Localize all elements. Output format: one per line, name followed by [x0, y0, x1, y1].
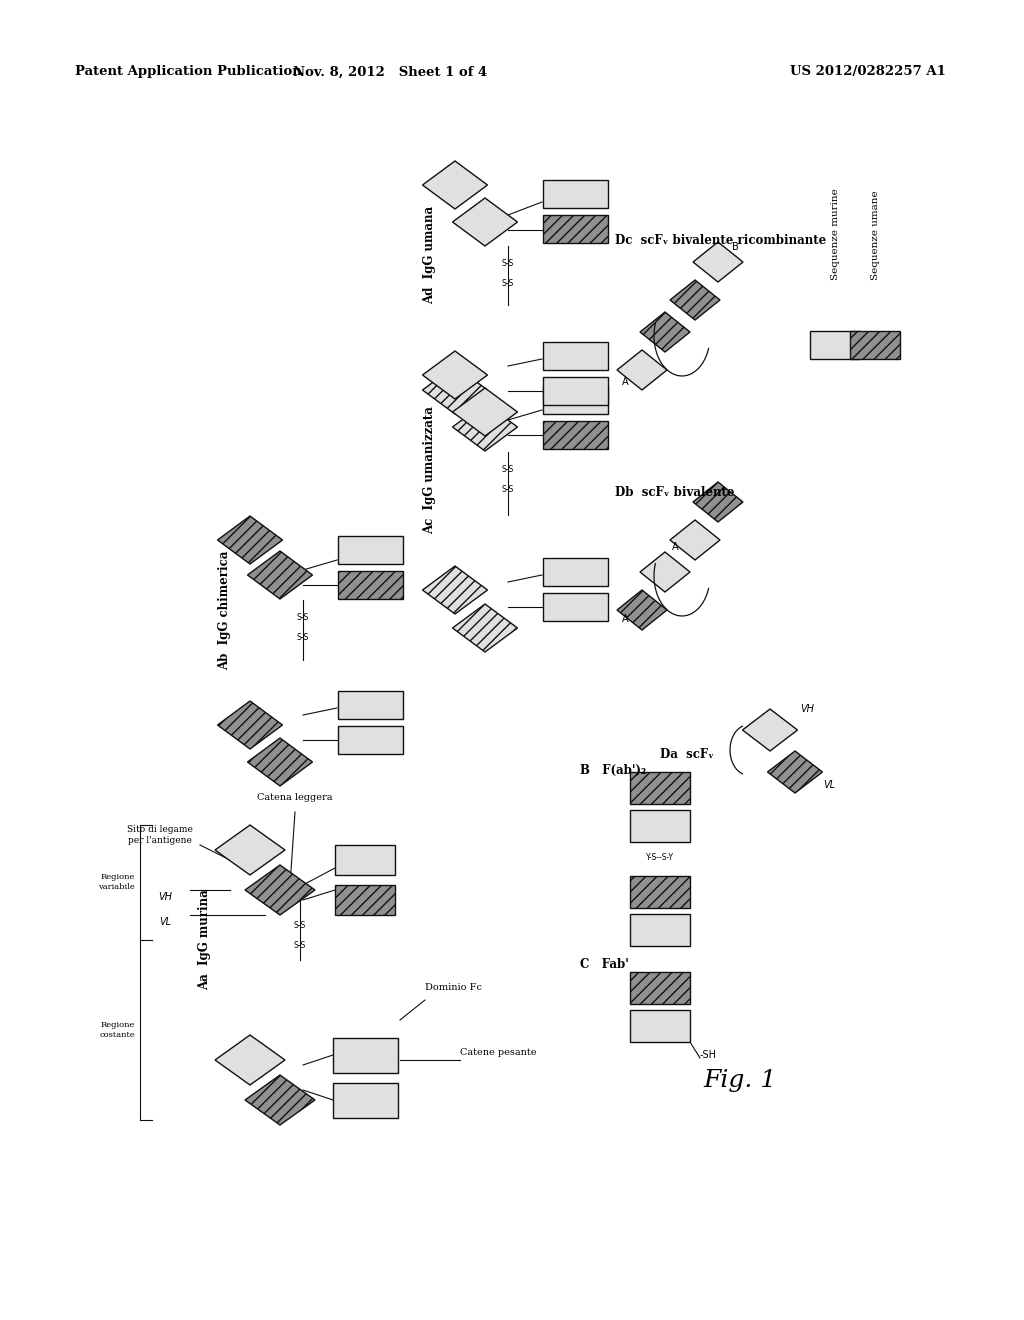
- Text: Aa  IgG murina: Aa IgG murina: [199, 890, 212, 990]
- Polygon shape: [453, 403, 517, 451]
- Polygon shape: [630, 972, 690, 1005]
- Text: US 2012/0282257 A1: US 2012/0282257 A1: [790, 66, 946, 78]
- Polygon shape: [617, 590, 667, 630]
- Polygon shape: [543, 342, 607, 370]
- Polygon shape: [850, 331, 900, 359]
- Polygon shape: [693, 482, 743, 521]
- Polygon shape: [423, 351, 487, 399]
- Text: Ac  IgG umanizzata: Ac IgG umanizzata: [424, 407, 436, 533]
- Polygon shape: [693, 242, 743, 282]
- Text: Sequenze murine: Sequenze murine: [830, 189, 840, 280]
- Text: Nov. 8, 2012   Sheet 1 of 4: Nov. 8, 2012 Sheet 1 of 4: [293, 66, 487, 78]
- Polygon shape: [670, 520, 720, 560]
- Polygon shape: [640, 312, 690, 352]
- Text: S-S: S-S: [502, 279, 514, 288]
- Text: B   F(ab')₂: B F(ab')₂: [580, 763, 646, 776]
- Polygon shape: [338, 726, 402, 754]
- Polygon shape: [640, 552, 690, 591]
- Text: VH: VH: [800, 704, 814, 714]
- Polygon shape: [543, 421, 607, 449]
- Text: S-S: S-S: [294, 920, 306, 929]
- Polygon shape: [630, 772, 690, 804]
- Polygon shape: [333, 1038, 397, 1072]
- Polygon shape: [630, 1010, 690, 1041]
- Text: S-S: S-S: [502, 465, 514, 474]
- Text: Y-S--S-Y: Y-S--S-Y: [646, 853, 674, 862]
- Text: Fig. 1: Fig. 1: [703, 1068, 776, 1092]
- Polygon shape: [333, 1082, 397, 1118]
- Text: S-S: S-S: [297, 634, 309, 642]
- Polygon shape: [543, 558, 607, 586]
- Text: Db  scFᵥ bivalente: Db scFᵥ bivalente: [615, 486, 734, 499]
- Text: Regione
variabile: Regione variabile: [98, 874, 135, 891]
- Text: A: A: [622, 378, 629, 387]
- Polygon shape: [248, 738, 312, 785]
- Text: A: A: [622, 614, 629, 624]
- Polygon shape: [215, 1035, 285, 1085]
- Polygon shape: [742, 709, 798, 751]
- Polygon shape: [423, 161, 487, 209]
- Text: Catene pesante: Catene pesante: [460, 1048, 537, 1057]
- Polygon shape: [248, 550, 312, 599]
- Polygon shape: [338, 536, 402, 564]
- Text: Regione
costante: Regione costante: [99, 1022, 135, 1039]
- Text: S-S: S-S: [297, 612, 309, 622]
- Polygon shape: [630, 913, 690, 946]
- Text: Da  scFᵥ: Da scFᵥ: [660, 748, 714, 762]
- Text: C   Fab': C Fab': [580, 958, 629, 972]
- Polygon shape: [543, 593, 607, 620]
- Polygon shape: [335, 845, 395, 875]
- Polygon shape: [617, 350, 667, 389]
- Polygon shape: [335, 884, 395, 915]
- Polygon shape: [423, 366, 487, 414]
- Polygon shape: [543, 180, 607, 209]
- Text: S-S: S-S: [502, 259, 514, 268]
- Polygon shape: [245, 865, 315, 915]
- Polygon shape: [423, 566, 487, 614]
- Polygon shape: [453, 388, 517, 436]
- Text: Ab  IgG chimerica: Ab IgG chimerica: [218, 550, 231, 669]
- Polygon shape: [810, 331, 860, 359]
- Polygon shape: [543, 215, 607, 243]
- Polygon shape: [543, 385, 607, 414]
- Polygon shape: [338, 690, 402, 719]
- Text: VH: VH: [158, 892, 172, 902]
- Polygon shape: [768, 751, 822, 793]
- Text: Dc  scFᵥ bivalente ricombinante: Dc scFᵥ bivalente ricombinante: [615, 234, 826, 247]
- Polygon shape: [245, 1074, 315, 1125]
- Polygon shape: [215, 825, 285, 875]
- Text: S-S: S-S: [502, 484, 514, 494]
- Polygon shape: [338, 572, 402, 599]
- Text: VL: VL: [823, 780, 835, 789]
- Text: Patent Application Publication: Patent Application Publication: [75, 66, 302, 78]
- Polygon shape: [217, 701, 283, 748]
- Text: VL: VL: [159, 917, 171, 927]
- Text: B: B: [731, 242, 738, 252]
- Polygon shape: [670, 280, 720, 319]
- Text: Dominio Fc: Dominio Fc: [425, 983, 482, 993]
- Text: Catena leggera: Catena leggera: [257, 793, 333, 803]
- Polygon shape: [630, 876, 690, 908]
- Text: Ad  IgG umana: Ad IgG umana: [424, 206, 436, 304]
- Polygon shape: [453, 198, 517, 246]
- Polygon shape: [543, 378, 607, 405]
- Polygon shape: [630, 810, 690, 842]
- Polygon shape: [453, 605, 517, 652]
- Polygon shape: [217, 516, 283, 564]
- Text: Sequenze umane: Sequenze umane: [870, 190, 880, 280]
- Text: -SH: -SH: [700, 1049, 717, 1060]
- Text: A: A: [672, 543, 678, 552]
- Text: S-S: S-S: [294, 940, 306, 949]
- Text: Sito di legame
per l'antigene: Sito di legame per l'antigene: [127, 825, 193, 845]
